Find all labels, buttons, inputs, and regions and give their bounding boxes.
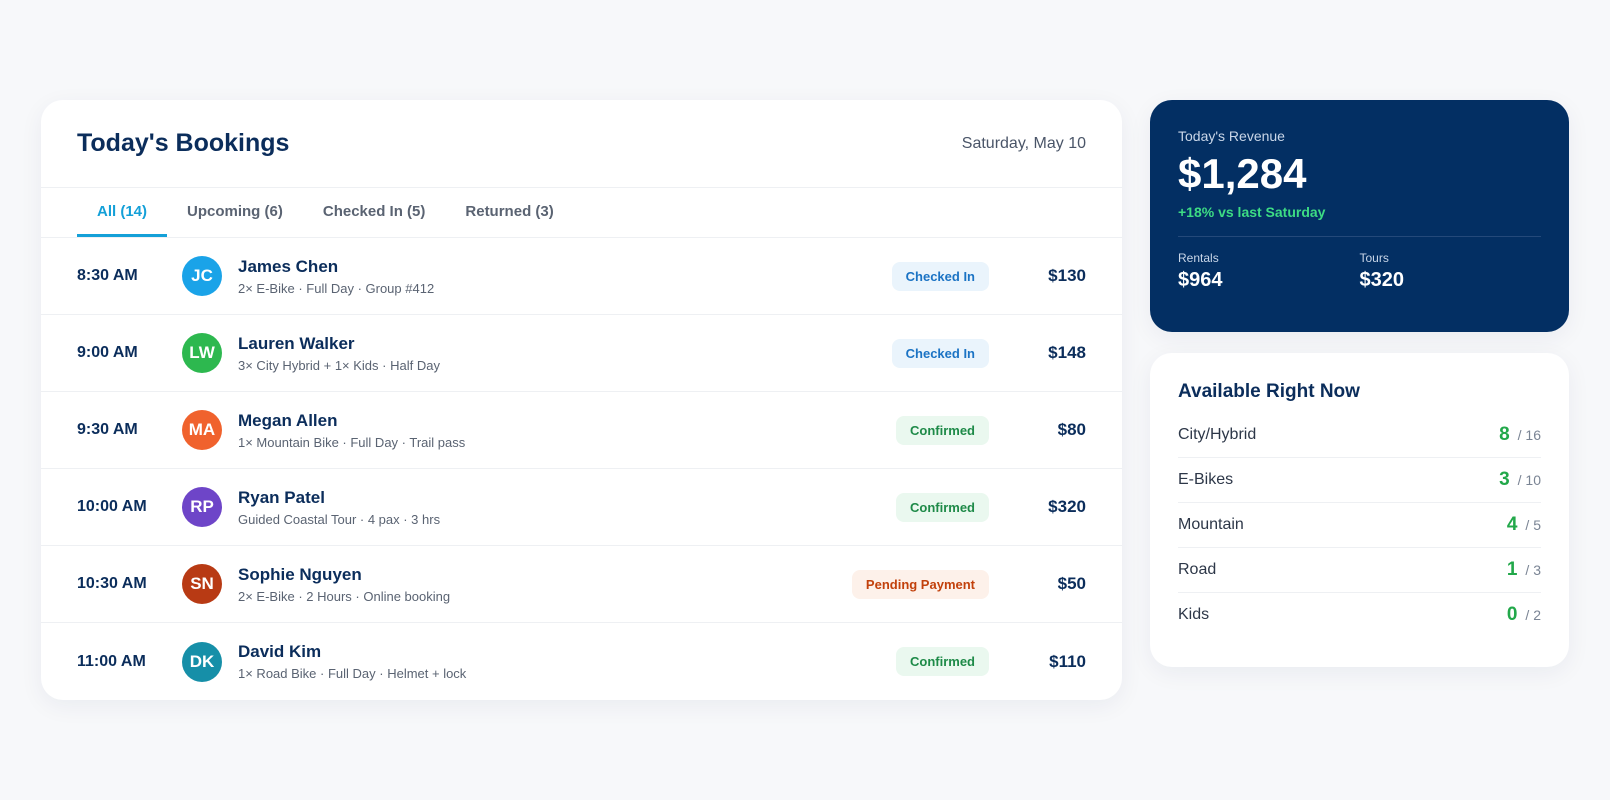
booking-time: 10:00 AM xyxy=(77,498,147,515)
booking-row[interactable]: 9:00 AM LW Lauren Walker 3× City Hybrid + 1… xyxy=(41,315,1122,392)
bike-type: E-Bikes xyxy=(1178,471,1234,488)
tab[interactable]: Checked In (5) xyxy=(322,202,426,220)
tab[interactable]: All (14) xyxy=(77,188,168,237)
revenue-amount: $1,284 xyxy=(1178,150,1307,197)
total-count: / 5 xyxy=(1525,517,1541,533)
availability-row: E-Bikes 3 / 10 xyxy=(1178,458,1541,503)
avatar: LW xyxy=(182,333,222,373)
breakdown-item: Tours $320 xyxy=(1360,251,1542,292)
booking-amount: $320 xyxy=(1048,497,1086,516)
total-count: / 2 xyxy=(1525,607,1541,623)
booking-detail: 3× City Hybrid + 1× Kids · Half Day xyxy=(238,357,440,373)
booking-row[interactable]: 10:30 AM SN Sophie Nguyen 2× E-Bike · 2 Hou… xyxy=(41,546,1122,623)
status-badge: Pending Payment xyxy=(851,569,989,599)
booking-detail: 1× Mountain Bike · Full Day · Trail pass xyxy=(238,434,466,450)
booking-amount: $130 xyxy=(1048,266,1086,285)
status-badge: Confirmed xyxy=(896,647,989,676)
booking-time: 9:30 AM xyxy=(77,421,138,438)
bike-type: City/Hybrid xyxy=(1178,426,1257,443)
booking-row[interactable]: 8:30 AM JC James Chen 2× E-Bike · Full Day … xyxy=(41,238,1122,315)
total-count: / 16 xyxy=(1517,427,1541,443)
booking-row[interactable]: 9:30 AM MA Megan Allen 1× Mountain Bike · F… xyxy=(41,392,1122,469)
availability-row: Kids 0 / 2 xyxy=(1178,593,1541,637)
booking-time: 8:30 AM xyxy=(77,267,138,284)
available-count: 3 xyxy=(1499,469,1510,490)
availability-title: Available Right Now xyxy=(1178,381,1360,402)
available-count: 8 xyxy=(1499,424,1510,445)
availability-row: City/Hybrid 8 / 16 xyxy=(1178,413,1541,458)
customer-name: Ryan Patel xyxy=(238,487,325,507)
divider xyxy=(1178,236,1541,237)
status-badge: Confirmed xyxy=(896,415,989,445)
available-count: 4 xyxy=(1506,514,1518,535)
booking-row[interactable]: 10:00 AM RP Ryan Patel Guided Coastal Tour … xyxy=(41,469,1122,546)
booking-list: 8:30 AM JC James Chen 2× E-Bike · Full Day … xyxy=(41,238,1122,700)
booking-detail: Guided Coastal Tour · 4 pax · 3 hrs xyxy=(238,511,441,527)
availability-card: Available Right Now City/Hybrid 8 / 16 E-Bi… xyxy=(1150,353,1569,667)
booking-amount: $148 xyxy=(1048,343,1086,362)
booking-amount: $50 xyxy=(1057,574,1086,593)
available-count: 0 xyxy=(1506,604,1518,625)
total-count: / 3 xyxy=(1525,562,1541,578)
customer-name: Megan Allen xyxy=(238,410,338,430)
breakdown-value: $964 xyxy=(1178,269,1223,291)
bike-type: Mountain xyxy=(1178,516,1244,533)
breakdown-label: Rentals xyxy=(1178,251,1219,265)
tab[interactable]: Upcoming (6) xyxy=(187,202,283,220)
customer: Sophie Nguyen 2× E-Bike · 2 Hours · Onlin… xyxy=(238,565,852,604)
customer: James Chen 2× E-Bike · Full Day · Group #… xyxy=(238,257,892,296)
customer: Ryan Patel Guided Coastal Tour · 4 pax · … xyxy=(238,488,896,527)
customer: Megan Allen 1× Mountain Bike · Full Day ·… xyxy=(238,411,896,450)
avatar: DK xyxy=(182,641,222,682)
customer-name: James Chen xyxy=(238,256,339,276)
booking-time: 11:00 AM xyxy=(77,652,146,670)
booking-time: 9:00 AM xyxy=(77,344,138,361)
breakdown-item: Rentals $964 xyxy=(1178,251,1360,292)
customer: Lauren Walker 3× City Hybrid + 1× Kids · … xyxy=(238,334,892,373)
customer-name: Lauren Walker xyxy=(238,333,355,353)
booking-amount: $110 xyxy=(1049,651,1086,671)
breakdown-label: Tours xyxy=(1359,251,1389,265)
customer-name: Sophie Nguyen xyxy=(238,564,362,584)
avatar: SN xyxy=(182,564,222,604)
bike-type: Road xyxy=(1178,561,1217,578)
breakdown-value: $320 xyxy=(1359,269,1405,291)
status-badge: Checked In xyxy=(891,261,989,291)
status-badge: Checked In xyxy=(891,338,989,368)
available-count: 1 xyxy=(1506,559,1518,580)
revenue-change: +18% vs last Saturday xyxy=(1178,204,1326,220)
booking-row[interactable]: 11:00 AM DK David Kim 1× Road Bike · Full D… xyxy=(41,623,1122,700)
bike-type: Kids xyxy=(1178,606,1210,623)
customer: David Kim 1× Road Bike · Full Day · Helme… xyxy=(238,642,896,681)
booking-time: 10:30 AM xyxy=(77,575,147,592)
availability-row: Road 1 / 3 xyxy=(1178,548,1541,593)
booking-detail: 1× Road Bike · Full Day · Helmet + lock xyxy=(238,666,467,681)
booking-detail: 2× E-Bike · Full Day · Group #412 xyxy=(238,280,435,296)
revenue-card: Today's Revenue $1,284 +18% vs last Satu… xyxy=(1150,100,1569,332)
bookings-card: Today's Bookings Saturday, May 10 All (1… xyxy=(41,100,1122,700)
status-badge: Confirmed xyxy=(896,492,989,522)
avatar: JC xyxy=(182,256,222,296)
revenue-breakdown: Rentals $964 Tours $320 xyxy=(1178,251,1541,292)
tab-bar: All (14) Upcoming (6) Checked In (5) Return… xyxy=(41,188,1122,238)
bookings-header: Today's Bookings Saturday, May 10 xyxy=(41,100,1122,188)
customer-name: David Kim xyxy=(238,642,322,661)
total-count: / 10 xyxy=(1517,472,1541,488)
availability-list: City/Hybrid 8 / 16 E-Bikes 3 / 10 Mountain 4 / 5… xyxy=(1178,413,1541,637)
bookings-date: Saturday, May 10 xyxy=(961,134,1086,152)
availability-row: Mountain 4 / 5 xyxy=(1178,503,1541,548)
tab[interactable]: Returned (3) xyxy=(465,202,554,220)
revenue-label: Today's Revenue xyxy=(1178,128,1285,144)
booking-amount: $80 xyxy=(1057,420,1086,439)
bookings-title: Today's Bookings xyxy=(77,129,290,157)
avatar: RP xyxy=(182,487,222,527)
booking-detail: 2× E-Bike · 2 Hours · Online booking xyxy=(238,588,451,604)
avatar: MA xyxy=(182,410,222,450)
